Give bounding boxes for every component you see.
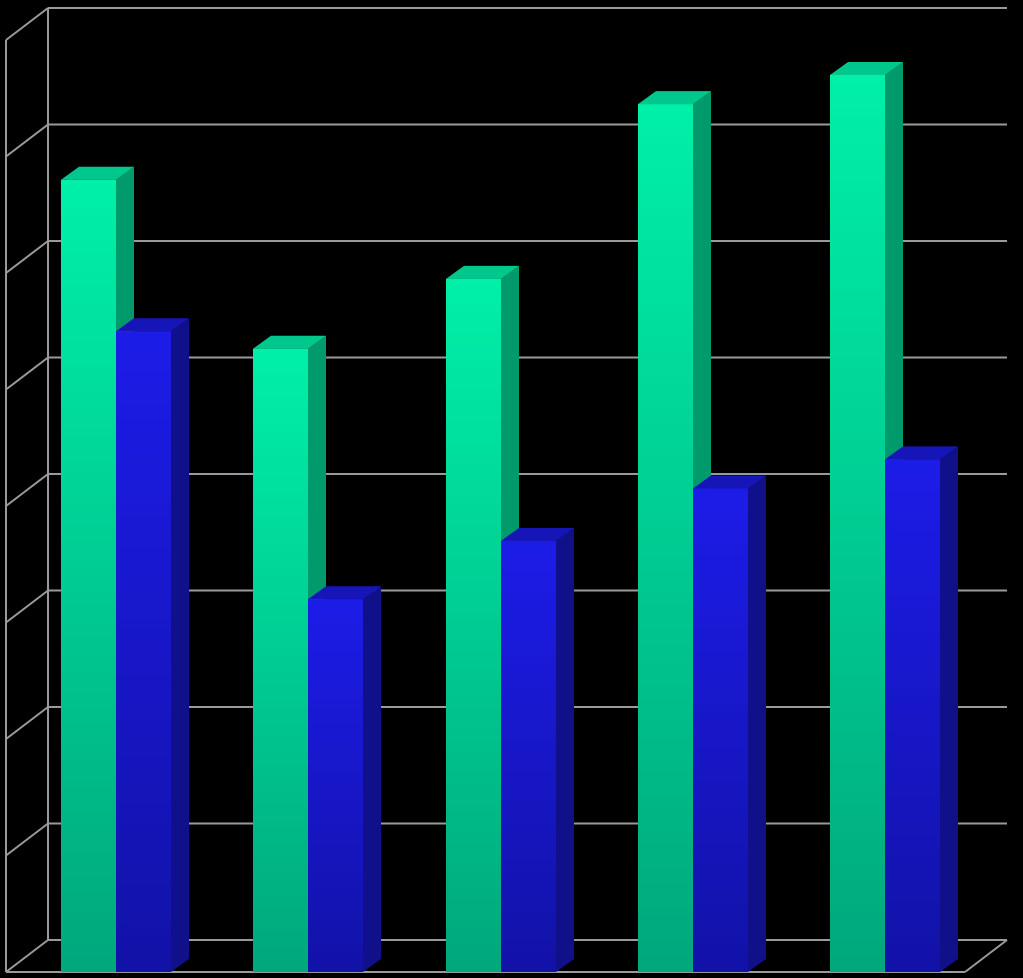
bar-side [171,318,189,972]
bar-front [885,459,940,972]
gridline-wall [5,473,49,507]
bar-front [61,179,116,973]
bar-top [885,446,958,460]
bar-side [556,527,574,972]
bar-top [830,61,903,75]
gridline-wall [5,706,49,740]
bar-side [940,446,958,972]
gridline-wall [5,123,49,158]
bar-front [446,278,501,972]
bar-s1-c4 [885,446,958,972]
floor-right-edge [964,939,1008,973]
bar-top [501,527,574,541]
bar-front [638,104,693,972]
bars [61,61,958,973]
bar-front [308,599,363,972]
bar-top [446,265,519,279]
bar-front [830,74,885,972]
bar-top [693,475,766,489]
gridline-wall [5,939,49,973]
bar-front [116,331,171,972]
bar-top [116,318,189,332]
bar-side [363,586,381,972]
bar-front [253,348,308,973]
gridline-wall [5,589,49,624]
bar-top [308,586,381,600]
gridline-wall [5,7,49,41]
bar-s1-c2 [501,527,574,972]
bar-top [638,91,711,105]
bar-s1-c0 [116,318,189,972]
bar-top [253,335,326,349]
gridline-wall [5,822,49,857]
bar-top [61,166,134,180]
gridline-wall [5,356,49,391]
bar-front [693,488,748,972]
bar-side [748,475,766,972]
bar-s1-c1 [308,586,381,972]
bar-s1-c3 [693,475,766,972]
gridline-wall [5,240,49,274]
bar-front [501,540,556,972]
